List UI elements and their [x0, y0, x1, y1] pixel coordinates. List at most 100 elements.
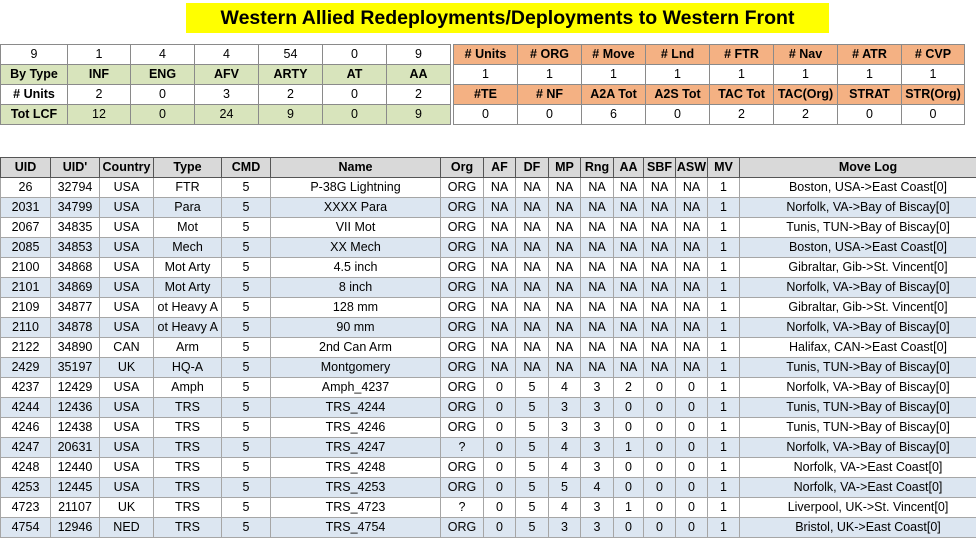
table-cell: 0	[676, 378, 708, 398]
table-cell: NA	[484, 238, 516, 258]
counts-header-cell: A2A Tot	[582, 85, 646, 105]
table-cell: 4244	[1, 398, 51, 418]
table-cell: 0	[644, 398, 676, 418]
counts-header-cell: STR(Org)	[902, 85, 965, 105]
counts-header-cell: # NF	[518, 85, 582, 105]
page-title: Western Allied Redeployments/Deployments…	[186, 3, 829, 33]
table-cell: 0	[484, 378, 516, 398]
table-cell: NA	[484, 358, 516, 378]
summary-type-header-cell: AFV	[195, 65, 259, 85]
table-cell: TRS	[154, 478, 222, 498]
summary-top-cell: 9	[1, 45, 68, 65]
counts-value-cell: 0	[518, 105, 582, 125]
table-cell: 3	[549, 418, 581, 438]
summary-units-cell: # Units	[1, 85, 68, 105]
table-cell: 8 inch	[271, 278, 441, 298]
table-cell: UK	[100, 498, 154, 518]
table-cell: TRS_4248	[271, 458, 441, 478]
table-cell: NA	[549, 198, 581, 218]
summary-units-cell: 0	[131, 85, 195, 105]
table-cell: ORG	[441, 298, 484, 318]
table-cell: ORG	[441, 458, 484, 478]
table-cell: 21107	[51, 498, 100, 518]
table-cell: NA	[644, 318, 676, 338]
table-cell: TRS_4723	[271, 498, 441, 518]
table-cell: Norfolk, VA->Bay of Biscay[0]	[740, 438, 976, 458]
table-cell: 3	[581, 398, 614, 418]
table-cell: Bristol, UK->East Coast[0]	[740, 518, 976, 538]
table-cell: NA	[549, 358, 581, 378]
counts-value-cell: 0	[838, 105, 902, 125]
table-cell: 0	[676, 458, 708, 478]
counts-header-cell: #TE	[454, 85, 518, 105]
table-cell: 1	[708, 458, 740, 478]
table-cell: NA	[581, 218, 614, 238]
table-cell: 34878	[51, 318, 100, 338]
column-header: MV	[708, 158, 740, 178]
table-cell: 5	[222, 238, 271, 258]
table-cell: NA	[549, 178, 581, 198]
table-cell: 2429	[1, 358, 51, 378]
table-cell: 2067	[1, 218, 51, 238]
table-cell: XXXX Para	[271, 198, 441, 218]
table-cell: 2	[614, 378, 644, 398]
table-cell: NA	[614, 358, 644, 378]
table-cell: 5	[222, 398, 271, 418]
table-cell: 5	[222, 498, 271, 518]
table-cell: ORG	[441, 258, 484, 278]
column-header: Rng	[581, 158, 614, 178]
table-cell: 5	[222, 198, 271, 218]
table-cell: 4	[549, 438, 581, 458]
table-cell: Tunis, TUN->Bay of Biscay[0]	[740, 398, 976, 418]
table-cell: Boston, USA->East Coast[0]	[740, 178, 976, 198]
table-cell: NA	[614, 298, 644, 318]
table-cell: NA	[581, 178, 614, 198]
table-cell: 1	[708, 358, 740, 378]
table-cell: 5	[516, 478, 549, 498]
counts-summary-table: # Units# ORG# Move# Lnd# FTR# Nav# ATR# …	[453, 44, 965, 125]
table-cell: NA	[614, 178, 644, 198]
table-cell: NA	[516, 198, 549, 218]
table-cell: 0	[614, 398, 644, 418]
table-cell: 1	[708, 298, 740, 318]
table-cell: 34869	[51, 278, 100, 298]
summary-lcf-cell: 12	[68, 105, 131, 125]
table-cell: 90 mm	[271, 318, 441, 338]
counts-header-cell: STRAT	[838, 85, 902, 105]
table-cell: NA	[676, 298, 708, 318]
table-cell: USA	[100, 238, 154, 258]
table-cell: NA	[549, 338, 581, 358]
table-cell: Gibraltar, Gib->St. Vincent[0]	[740, 258, 976, 278]
table-cell: P-38G Lightning	[271, 178, 441, 198]
table-cell: 0	[644, 438, 676, 458]
table-cell: 5	[222, 458, 271, 478]
summary-units-cell: 2	[259, 85, 323, 105]
table-cell: 3	[581, 378, 614, 398]
summary-type-header-cell: AT	[323, 65, 387, 85]
table-cell: USA	[100, 298, 154, 318]
counts-value-cell: 0	[902, 105, 965, 125]
summary-top-cell: 4	[131, 45, 195, 65]
column-header: Org	[441, 158, 484, 178]
table-cell: 0	[484, 458, 516, 478]
table-cell: 3	[581, 418, 614, 438]
table-cell: NA	[644, 278, 676, 298]
table-cell: 1	[708, 318, 740, 338]
table-cell: 3	[549, 518, 581, 538]
table-cell: UK	[100, 358, 154, 378]
counts-header-cell: # FTR	[710, 45, 774, 65]
table-cell: ORG	[441, 318, 484, 338]
table-cell: USA	[100, 218, 154, 238]
table-cell: Norfolk, VA->East Coast[0]	[740, 458, 976, 478]
summary-lcf-cell: 24	[195, 105, 259, 125]
table-cell: 0	[676, 398, 708, 418]
table-cell: NA	[581, 198, 614, 218]
table-cell: 1	[708, 218, 740, 238]
